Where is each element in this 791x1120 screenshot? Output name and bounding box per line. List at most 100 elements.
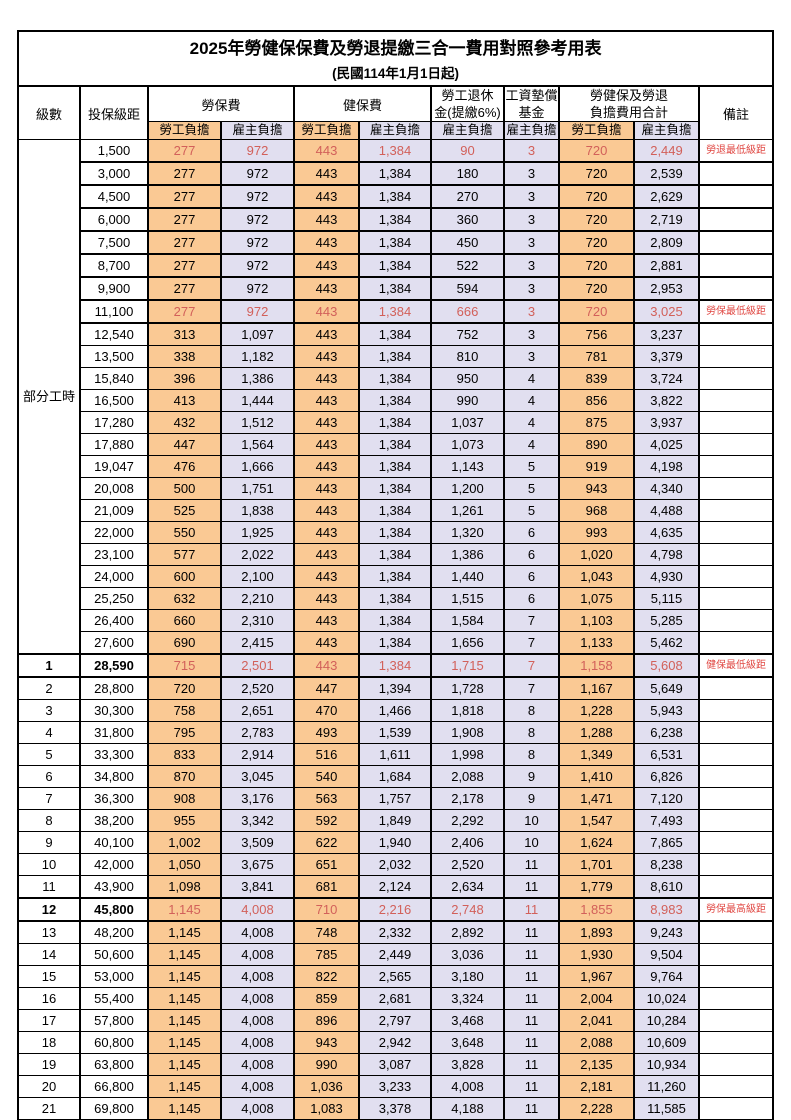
labor-ins-employer-cell: 4,008 <box>220 1053 295 1076</box>
labor-ins-employee-cell: 277 <box>147 276 222 301</box>
wage-fund-employer-cell: 7 <box>503 631 560 655</box>
remark-cell <box>697 184 775 209</box>
subheader-total-employer: 雇主負擔 <box>633 121 700 140</box>
col-header-remark: 備註 <box>697 85 775 140</box>
table-row: 26,400 660 2,310 443 1,384 1,584 7 1,103 5,285 <box>18 609 775 632</box>
bracket-cell: 11,100 <box>79 299 149 324</box>
total-employee-cell: 720 <box>558 139 635 163</box>
health-ins-employer-cell: 1,384 <box>358 521 432 544</box>
health-ins-employer-cell: 2,332 <box>358 920 432 944</box>
table-row: 14 50,600 1,145 4,008 785 2,449 3,036 11 1,930 9,… <box>17 943 775 966</box>
remark-cell <box>697 721 775 744</box>
level-cell: 9 <box>17 831 81 854</box>
labor-ins-employee-cell: 1,145 <box>147 920 222 944</box>
labor-ins-employee-cell: 1,050 <box>147 853 222 876</box>
pension-header-line1: 勞工退休 <box>441 88 494 103</box>
wage-fund-employer-cell: 3 <box>503 184 560 209</box>
remark-cell <box>697 411 775 434</box>
total-employer-cell: 2,539 <box>633 161 700 186</box>
wage-fund-employer-cell: 11 <box>503 1097 560 1120</box>
bracket-cell: 45,800 <box>79 897 149 922</box>
wage-fund-employer-cell: 11 <box>503 1031 560 1054</box>
pension-header-line2: 金(提繳6%) <box>434 105 501 120</box>
table-row: 19,047 476 1,666 443 1,384 1,143 5 919 4,198 <box>18 455 775 478</box>
wage-fund-employer-cell: 3 <box>503 207 560 232</box>
labor-ins-employer-cell: 2,501 <box>220 653 295 678</box>
labor-ins-employee-cell: 955 <box>147 809 222 832</box>
table-row: 19 63,800 1,145 4,008 990 3,087 3,828 11 2,135 10… <box>17 1053 775 1076</box>
labor-ins-employee-cell: 338 <box>147 345 222 368</box>
wage-fund-employer-cell: 3 <box>503 322 560 346</box>
labor-ins-employee-cell: 632 <box>147 587 222 610</box>
wage-fund-employer-cell: 7 <box>503 609 560 632</box>
total-employee-cell: 1,855 <box>558 897 635 922</box>
table-row: 5 33,300 833 2,914 516 1,611 1,998 8 1,349 6,531 <box>17 743 775 766</box>
total-employer-cell: 3,025 <box>633 299 700 324</box>
bracket-cell: 26,400 <box>79 609 149 632</box>
health-ins-employee-cell: 443 <box>293 139 360 163</box>
table-row: 11 43,900 1,098 3,841 681 2,124 2,634 11 1,779 8,… <box>17 875 775 899</box>
col-header-labor-insurance: 勞保費 <box>147 85 295 122</box>
pension-employer-cell: 1,728 <box>430 676 505 700</box>
labor-ins-employer-cell: 1,386 <box>220 367 295 390</box>
wage-fund-employer-cell: 6 <box>503 521 560 544</box>
total-employer-cell: 2,809 <box>633 230 700 255</box>
col-header-health-insurance: 健保費 <box>293 85 432 122</box>
total-employee-cell: 1,288 <box>558 721 635 744</box>
table-row: 10 42,000 1,050 3,675 651 2,032 2,520 11 1,701 8,… <box>17 853 775 876</box>
bracket-cell: 4,500 <box>79 184 149 209</box>
wage-fund-employer-cell: 8 <box>503 743 560 766</box>
pension-employer-cell: 1,715 <box>430 653 505 678</box>
labor-ins-employer-cell: 1,838 <box>220 499 295 522</box>
wage-fund-employer-cell: 3 <box>503 299 560 324</box>
wage-fund-employer-cell: 8 <box>503 699 560 722</box>
wage-fund-employer-cell: 11 <box>503 897 560 922</box>
health-ins-employee-cell: 443 <box>293 389 360 412</box>
remark-cell: 勞保最高級距 <box>697 897 775 922</box>
total-employer-cell: 11,260 <box>633 1075 700 1098</box>
health-ins-employee-cell: 443 <box>293 477 360 500</box>
wage-fund-employer-cell: 3 <box>503 161 560 186</box>
labor-ins-employer-cell: 1,444 <box>220 389 295 412</box>
pension-employer-cell: 1,200 <box>430 477 505 500</box>
table-row: 8,700 277 972 443 1,384 522 3 720 2,881 <box>18 253 775 278</box>
total-employer-cell: 4,488 <box>633 499 700 522</box>
health-ins-employee-cell: 443 <box>293 631 360 655</box>
remark-cell <box>697 565 775 588</box>
total-employee-cell: 1,158 <box>558 653 635 678</box>
labor-ins-employee-cell: 413 <box>147 389 222 412</box>
labor-ins-employer-cell: 972 <box>220 253 295 278</box>
level-cell: 14 <box>17 943 81 966</box>
pension-employer-cell: 3,828 <box>430 1053 505 1076</box>
labor-ins-employee-cell: 600 <box>147 565 222 588</box>
total-employee-cell: 720 <box>558 207 635 232</box>
labor-ins-employee-cell: 277 <box>147 139 222 163</box>
labor-ins-employee-cell: 277 <box>147 253 222 278</box>
labor-ins-employer-cell: 2,310 <box>220 609 295 632</box>
labor-ins-employee-cell: 277 <box>147 184 222 209</box>
health-ins-employee-cell: 822 <box>293 965 360 988</box>
bracket-cell: 6,000 <box>79 207 149 232</box>
labor-ins-employer-cell: 3,176 <box>220 787 295 810</box>
pension-employer-cell: 2,292 <box>430 809 505 832</box>
health-ins-employee-cell: 785 <box>293 943 360 966</box>
labor-ins-employer-cell: 4,008 <box>220 943 295 966</box>
remark-cell <box>697 433 775 456</box>
health-ins-employee-cell: 470 <box>293 699 360 722</box>
labor-ins-employer-cell: 1,925 <box>220 521 295 544</box>
labor-ins-employee-cell: 476 <box>147 455 222 478</box>
labor-ins-employee-cell: 1,145 <box>147 1009 222 1032</box>
remark-cell <box>697 1053 775 1076</box>
pension-employer-cell: 4,188 <box>430 1097 505 1120</box>
labor-ins-employer-cell: 972 <box>220 230 295 255</box>
health-ins-employer-cell: 1,384 <box>358 477 432 500</box>
health-ins-employee-cell: 990 <box>293 1053 360 1076</box>
total-employer-cell: 5,115 <box>633 587 700 610</box>
wage-fund-employer-cell: 3 <box>503 253 560 278</box>
labor-ins-employer-cell: 4,008 <box>220 897 295 922</box>
labor-ins-employer-cell: 3,045 <box>220 765 295 788</box>
wage-fund-employer-cell: 11 <box>503 943 560 966</box>
labor-ins-employer-cell: 1,182 <box>220 345 295 368</box>
health-ins-employee-cell: 443 <box>293 499 360 522</box>
total-employer-cell: 10,934 <box>633 1053 700 1076</box>
